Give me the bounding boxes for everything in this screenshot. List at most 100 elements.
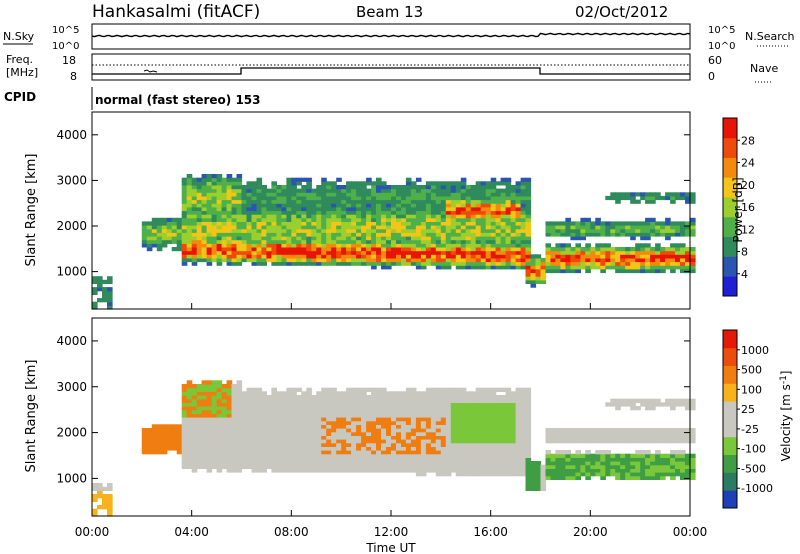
power-cell	[376, 257, 382, 263]
power-cell	[555, 261, 561, 266]
power-cell	[331, 221, 337, 226]
velocity-cell	[341, 461, 347, 466]
velocity-cell	[326, 428, 332, 433]
velocity-cell	[226, 402, 233, 407]
power-cell	[366, 188, 372, 193]
power-cell	[665, 225, 671, 230]
power-cell	[386, 243, 392, 248]
power-cell	[495, 181, 502, 186]
power-cell	[545, 247, 552, 252]
velocity-cell	[151, 446, 158, 451]
velocity-cell	[655, 475, 661, 480]
power-cell	[490, 188, 497, 193]
velocity-cell	[386, 391, 392, 396]
power-cell	[505, 192, 512, 197]
velocity-cell	[336, 439, 342, 444]
velocity-cell	[510, 420, 517, 425]
velocity-cell	[311, 457, 317, 462]
power-cell	[520, 214, 527, 219]
velocity-cell	[500, 428, 507, 433]
power-cell	[690, 232, 696, 237]
velocity-cell	[211, 428, 218, 433]
velocity-cell	[191, 453, 198, 458]
power-cell	[425, 206, 432, 212]
velocity-cell	[590, 453, 596, 458]
velocity-cell	[236, 417, 243, 422]
y-tick-label: 1000	[56, 265, 87, 279]
power-cell	[655, 257, 661, 263]
velocity-cell	[690, 398, 696, 403]
power-cell	[445, 203, 452, 208]
colorbar-segment	[723, 276, 737, 297]
power-cell	[405, 236, 412, 241]
velocity-cell	[246, 435, 253, 440]
velocity-cell	[410, 461, 417, 466]
velocity-cell	[580, 428, 586, 433]
velocity-cell	[326, 468, 332, 473]
power-cell	[246, 225, 253, 230]
velocity-cell	[366, 398, 372, 403]
power-cell	[261, 192, 267, 197]
power-cell	[356, 210, 362, 215]
power-cell	[331, 195, 337, 201]
velocity-cell	[321, 457, 327, 462]
power-cell	[371, 254, 377, 259]
velocity-cell	[510, 453, 517, 458]
velocity-cell	[141, 450, 148, 455]
velocity-cell	[241, 446, 248, 451]
power-cell	[635, 250, 641, 255]
velocity-cell	[181, 391, 188, 396]
freq-label: Freq.	[6, 53, 33, 66]
power-cell	[266, 225, 272, 230]
power-cell	[266, 210, 272, 215]
velocity-cell	[291, 457, 297, 462]
power-cell	[580, 236, 586, 241]
power-cell	[141, 243, 148, 248]
velocity-cell	[655, 431, 661, 436]
power-cell	[425, 203, 432, 208]
velocity-cell	[201, 457, 208, 462]
power-cell	[186, 232, 193, 237]
power-cell	[241, 192, 248, 197]
velocity-cell	[261, 420, 267, 425]
power-cell	[316, 188, 322, 193]
power-cell	[381, 243, 387, 248]
velocity-cell	[465, 461, 472, 466]
velocity-cell	[351, 450, 357, 455]
velocity-cell	[500, 413, 507, 418]
velocity-cell	[620, 461, 626, 466]
power-cell	[176, 247, 183, 252]
power-cell	[386, 221, 392, 226]
velocity-cell	[241, 424, 248, 429]
velocity-cell	[610, 402, 616, 407]
velocity-cell	[450, 391, 457, 396]
noise-axis-bottom: 10^0	[52, 41, 79, 52]
velocity-cell	[216, 461, 223, 466]
power-cell	[391, 188, 397, 193]
power-cell	[470, 243, 477, 248]
velocity-cell	[420, 406, 427, 411]
power-cell	[480, 247, 487, 252]
velocity-cell	[680, 475, 686, 480]
velocity-cell	[321, 464, 327, 469]
power-cell	[620, 228, 626, 233]
power-cell	[485, 265, 492, 270]
velocity-cell	[475, 420, 482, 425]
velocity-cell	[440, 406, 447, 411]
velocity-cell	[216, 457, 223, 462]
velocity-cell	[396, 406, 402, 411]
power-cell	[585, 261, 591, 266]
power-cell	[490, 206, 497, 212]
velocity-cell	[366, 461, 372, 466]
velocity-cell	[590, 464, 596, 469]
velocity-cell	[316, 420, 322, 425]
power-cell	[201, 203, 208, 208]
power-cell	[107, 305, 113, 310]
velocity-cell	[381, 442, 387, 447]
velocity-cell	[470, 461, 477, 466]
velocity-cell	[565, 475, 571, 480]
velocity-cell	[186, 457, 193, 462]
power-cell	[256, 181, 263, 186]
power-cell	[550, 268, 557, 274]
